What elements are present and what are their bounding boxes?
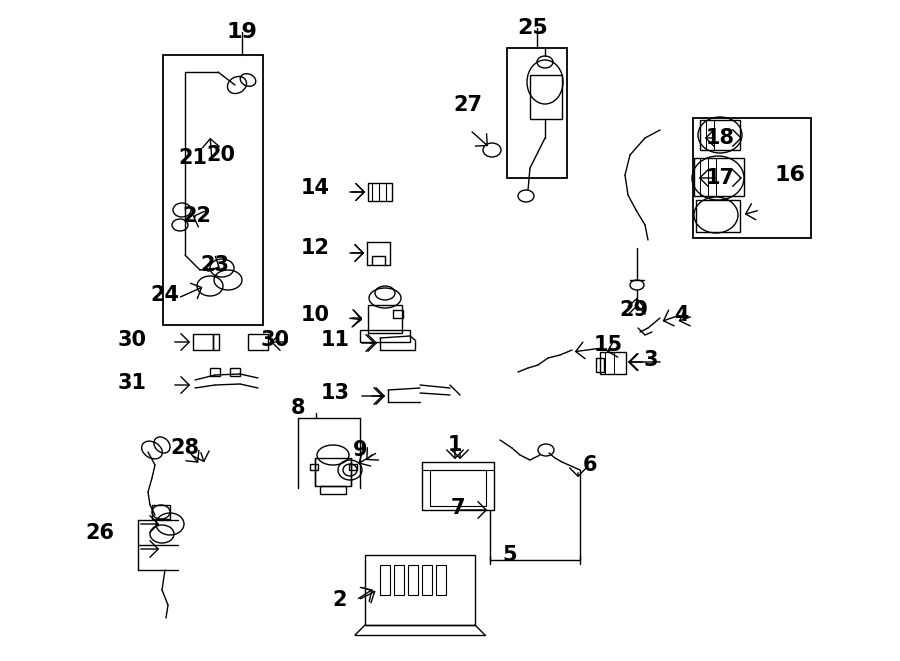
Text: 27: 27 <box>454 95 482 115</box>
Bar <box>422 565 432 595</box>
Text: 25: 25 <box>518 18 548 38</box>
Text: 28: 28 <box>170 438 200 458</box>
Bar <box>436 565 446 595</box>
Text: 10: 10 <box>301 305 329 325</box>
Bar <box>600 352 626 374</box>
Bar <box>394 565 404 595</box>
Bar <box>310 464 318 470</box>
Text: 5: 5 <box>503 545 517 565</box>
Text: 17: 17 <box>706 168 734 188</box>
Text: 9: 9 <box>353 440 367 460</box>
Bar <box>193 334 213 350</box>
Bar <box>694 158 744 196</box>
Text: 6: 6 <box>583 455 598 475</box>
Bar <box>596 358 604 372</box>
Bar <box>368 305 402 333</box>
Text: 26: 26 <box>86 523 114 543</box>
Bar <box>430 470 486 506</box>
Bar <box>696 200 740 232</box>
Bar <box>152 505 170 519</box>
Bar <box>349 464 357 470</box>
Bar <box>530 75 562 119</box>
Bar <box>380 565 390 595</box>
Text: 21: 21 <box>178 148 208 168</box>
Bar <box>422 462 494 510</box>
Text: 4: 4 <box>674 305 688 325</box>
Bar <box>360 330 410 342</box>
Bar <box>248 334 268 350</box>
Text: 24: 24 <box>150 285 179 305</box>
Bar <box>213 334 219 350</box>
Bar <box>507 48 567 178</box>
Text: 11: 11 <box>320 330 349 350</box>
Bar <box>365 555 475 625</box>
Text: 30: 30 <box>118 330 147 350</box>
Text: 13: 13 <box>320 383 349 403</box>
Text: 8: 8 <box>291 398 305 418</box>
Text: 22: 22 <box>183 206 212 226</box>
Text: 7: 7 <box>451 498 465 518</box>
Text: 2: 2 <box>333 590 347 610</box>
Text: 31: 31 <box>118 373 147 393</box>
Text: 19: 19 <box>227 22 257 42</box>
Text: 16: 16 <box>775 165 806 185</box>
Bar <box>230 368 240 376</box>
Text: 3: 3 <box>644 350 658 370</box>
Bar <box>700 120 740 150</box>
Text: 20: 20 <box>206 145 236 165</box>
Bar <box>393 310 403 318</box>
Bar <box>320 486 346 494</box>
Text: 29: 29 <box>619 300 649 320</box>
Bar <box>693 118 811 238</box>
Text: 18: 18 <box>706 128 734 148</box>
Text: 23: 23 <box>201 255 230 275</box>
Bar <box>368 183 392 201</box>
Text: 1: 1 <box>448 435 463 455</box>
Bar <box>315 458 351 486</box>
Text: 30: 30 <box>260 330 290 350</box>
Bar <box>408 565 418 595</box>
Bar <box>210 368 220 376</box>
Text: 14: 14 <box>301 178 329 198</box>
Text: 12: 12 <box>301 238 329 258</box>
Text: 15: 15 <box>593 335 623 355</box>
Bar <box>163 55 263 325</box>
